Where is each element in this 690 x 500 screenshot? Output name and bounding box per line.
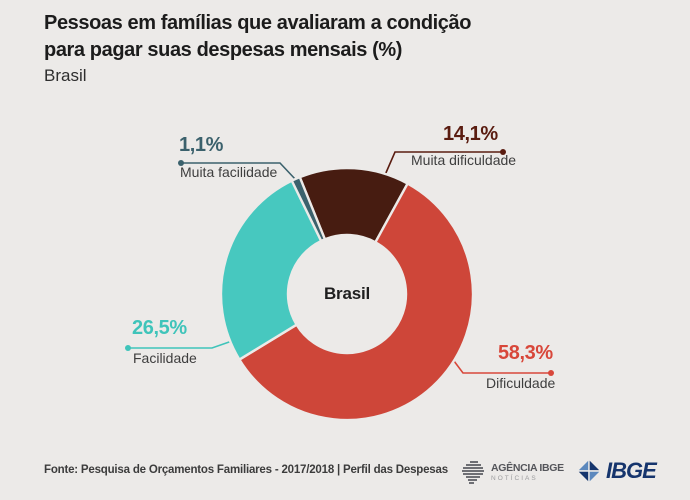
- leader-dot-facilidade: [125, 345, 131, 351]
- category-label-muita-dificuldade: Muita dificuldade: [411, 152, 517, 168]
- chart-title: Pessoas em famílias que avaliaram a cond…: [44, 10, 564, 64]
- leader-line-dificuldade: [453, 360, 551, 374]
- leader-dot-dificuldade: [548, 370, 554, 376]
- category-label-dificuldade: Dificuldade: [486, 375, 556, 391]
- value-label-facilidade: 26,5%: [132, 317, 187, 339]
- donut-slice-dificuldade: [237, 181, 475, 422]
- brazil-map-icon: [462, 461, 484, 484]
- leader-lines: [125, 149, 554, 376]
- category-label-facilidade: Facilidade: [133, 350, 197, 366]
- leader-line-facilidade: [128, 340, 233, 349]
- donut-slice-facilidade: [219, 179, 323, 362]
- leader-dot-muita-dificuldade: [500, 149, 506, 155]
- ibge-wordmark: IBGE: [606, 458, 657, 483]
- source-note: Fonte: Pesquisa de Orçamentos Familiares…: [44, 464, 448, 476]
- ibge-logo: IBGE: [576, 458, 657, 484]
- chart-title-line1: Pessoas em famílias que avaliaram a cond…: [44, 12, 472, 34]
- agencia-label: AGÊNCIA: [491, 462, 538, 474]
- value-label-muita-dificuldade: 14,1%: [443, 123, 498, 145]
- donut-slice-muita-facilidade: [290, 175, 327, 243]
- noticias-label: NOTÍCIAS: [491, 475, 538, 482]
- agencia-ibge-noticias-wordmark: AGÊNCIA IBGE NOTÍCIAS: [491, 463, 564, 483]
- donut-center-label: Brasil: [323, 284, 371, 303]
- chart-subtitle: Brasil: [44, 66, 87, 85]
- leader-line-muita-dificuldade: [384, 151, 503, 176]
- category-label-muita-facilidade: Muita facilidade: [180, 164, 278, 180]
- value-label-dificuldade: 58,3%: [498, 342, 553, 364]
- ibge-diamond-icon: [576, 458, 602, 484]
- chart-title-line2: para pagar suas despesas mensais (%): [44, 39, 403, 61]
- agencia-ibge-noticias-logo: AGÊNCIA IBGE NOTÍCIAS: [461, 460, 564, 486]
- leader-dot-muita-facilidade: [178, 160, 184, 166]
- value-label-muita-facilidade: 1,1%: [179, 134, 223, 156]
- donut-slices: [219, 166, 475, 422]
- leader-line-muita-facilidade: [181, 162, 297, 181]
- agencia-ibge-label: IBGE: [539, 462, 564, 474]
